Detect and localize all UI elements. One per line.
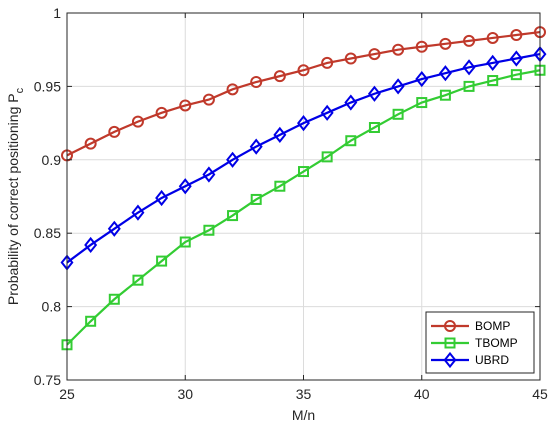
data-point-ubrd [509, 50, 523, 67]
data-point-bomp [368, 48, 381, 61]
data-point-ubrd [462, 59, 476, 76]
data-point-ubrd [249, 138, 263, 155]
y-tick-label: 0.9 [42, 152, 62, 168]
data-point-ubrd [131, 204, 145, 221]
data-point-ubrd [178, 178, 192, 195]
data-point-tbomp [368, 122, 380, 134]
data-point-bomp [131, 115, 144, 128]
legend-marker-tbomp [444, 337, 456, 349]
data-point-bomp [202, 93, 215, 106]
data-point-tbomp [298, 166, 309, 178]
data-point-tbomp [227, 210, 239, 222]
data-point-ubrd [202, 166, 216, 183]
data-point-bomp [415, 40, 428, 53]
x-tick-label: 45 [532, 386, 548, 402]
x-tick-label: 40 [414, 386, 430, 402]
legend-entry-ubrd: UBRD [431, 351, 509, 369]
y-tick-label: 0.75 [34, 372, 61, 388]
data-point-ubrd [344, 94, 358, 111]
x-tick-label: 25 [59, 386, 75, 402]
series-layer [60, 26, 547, 351]
data-point-bomp [439, 37, 452, 50]
data-point-bomp [226, 83, 239, 96]
series-bomp [61, 26, 546, 162]
data-point-tbomp [179, 236, 191, 248]
data-point-ubrd [273, 126, 287, 143]
legend-entries: BOMP TBOMP UBRD [431, 319, 518, 369]
data-point-ubrd [391, 78, 405, 95]
data-point-tbomp [416, 97, 428, 109]
legend-entry-tbomp: TBOMP [431, 336, 518, 350]
y-tick-label: 1 [53, 5, 61, 21]
series-ubrd [60, 46, 547, 271]
series-line-bomp [66, 30, 541, 157]
data-point-tbomp [439, 89, 451, 101]
data-point-bomp [392, 43, 405, 56]
data-point-tbomp [85, 315, 97, 327]
data-point-bomp [463, 34, 476, 47]
legend-label-tbomp: TBOMP [475, 336, 518, 350]
data-point-ubrd [367, 85, 381, 102]
data-point-tbomp [250, 193, 262, 205]
data-point-tbomp [510, 69, 522, 81]
x-axis-label: M/n [292, 407, 315, 423]
data-point-bomp [297, 64, 310, 77]
series-line-tbomp [66, 69, 541, 346]
data-point-tbomp [321, 151, 333, 163]
data-point-tbomp [108, 293, 120, 305]
legend-marker-bomp [444, 320, 456, 332]
data-point-tbomp [156, 255, 168, 267]
series-line-ubrd [66, 53, 541, 264]
data-point-ubrd [438, 65, 452, 82]
data-point-bomp [155, 106, 168, 119]
data-point-bomp [486, 31, 499, 44]
data-point-ubrd [84, 236, 98, 254]
legend-entry-bomp: BOMP [431, 319, 510, 333]
data-point-ubrd [320, 104, 334, 121]
tick-layer: 25 30 35 40 45 0.75 0.8 0.85 0.9 0.95 1 [34, 5, 548, 402]
legend-label-bomp: BOMP [475, 319, 510, 333]
data-point-tbomp [487, 75, 499, 87]
data-point-bomp [321, 56, 334, 69]
data-point-tbomp [463, 80, 475, 92]
data-point-bomp [510, 29, 523, 42]
legend: BOMP TBOMP UBRD [425, 311, 535, 374]
data-point-bomp [250, 75, 263, 88]
y-tick-label: 0.95 [34, 78, 61, 94]
data-point-ubrd [226, 151, 240, 168]
data-point-tbomp [132, 274, 144, 286]
data-point-bomp [84, 137, 97, 150]
y-tick-label: 0.8 [42, 299, 62, 315]
legend-label-ubrd: UBRD [475, 353, 509, 367]
data-point-tbomp [392, 108, 404, 120]
data-point-tbomp [274, 180, 286, 192]
legend-marker-ubrd [443, 351, 457, 369]
data-point-ubrd [297, 114, 310, 132]
y-axis-label: Probability of correct positioning Pc [5, 87, 26, 305]
data-point-tbomp [345, 135, 357, 147]
data-point-ubrd [486, 54, 500, 72]
y-axis-label-subscript: c [14, 87, 26, 93]
data-point-bomp [108, 125, 121, 138]
data-point-ubrd [155, 189, 169, 207]
data-point-ubrd [415, 70, 429, 88]
x-tick-label: 30 [177, 386, 193, 402]
data-point-ubrd [107, 220, 121, 237]
y-axis-label-main: Probability of correct positioning P [5, 93, 21, 305]
x-tick-label: 35 [296, 386, 312, 402]
data-point-tbomp [203, 224, 215, 236]
data-point-bomp [344, 52, 357, 65]
data-point-bomp [273, 70, 286, 83]
y-tick-label: 0.85 [34, 225, 61, 241]
data-point-bomp [179, 99, 192, 112]
